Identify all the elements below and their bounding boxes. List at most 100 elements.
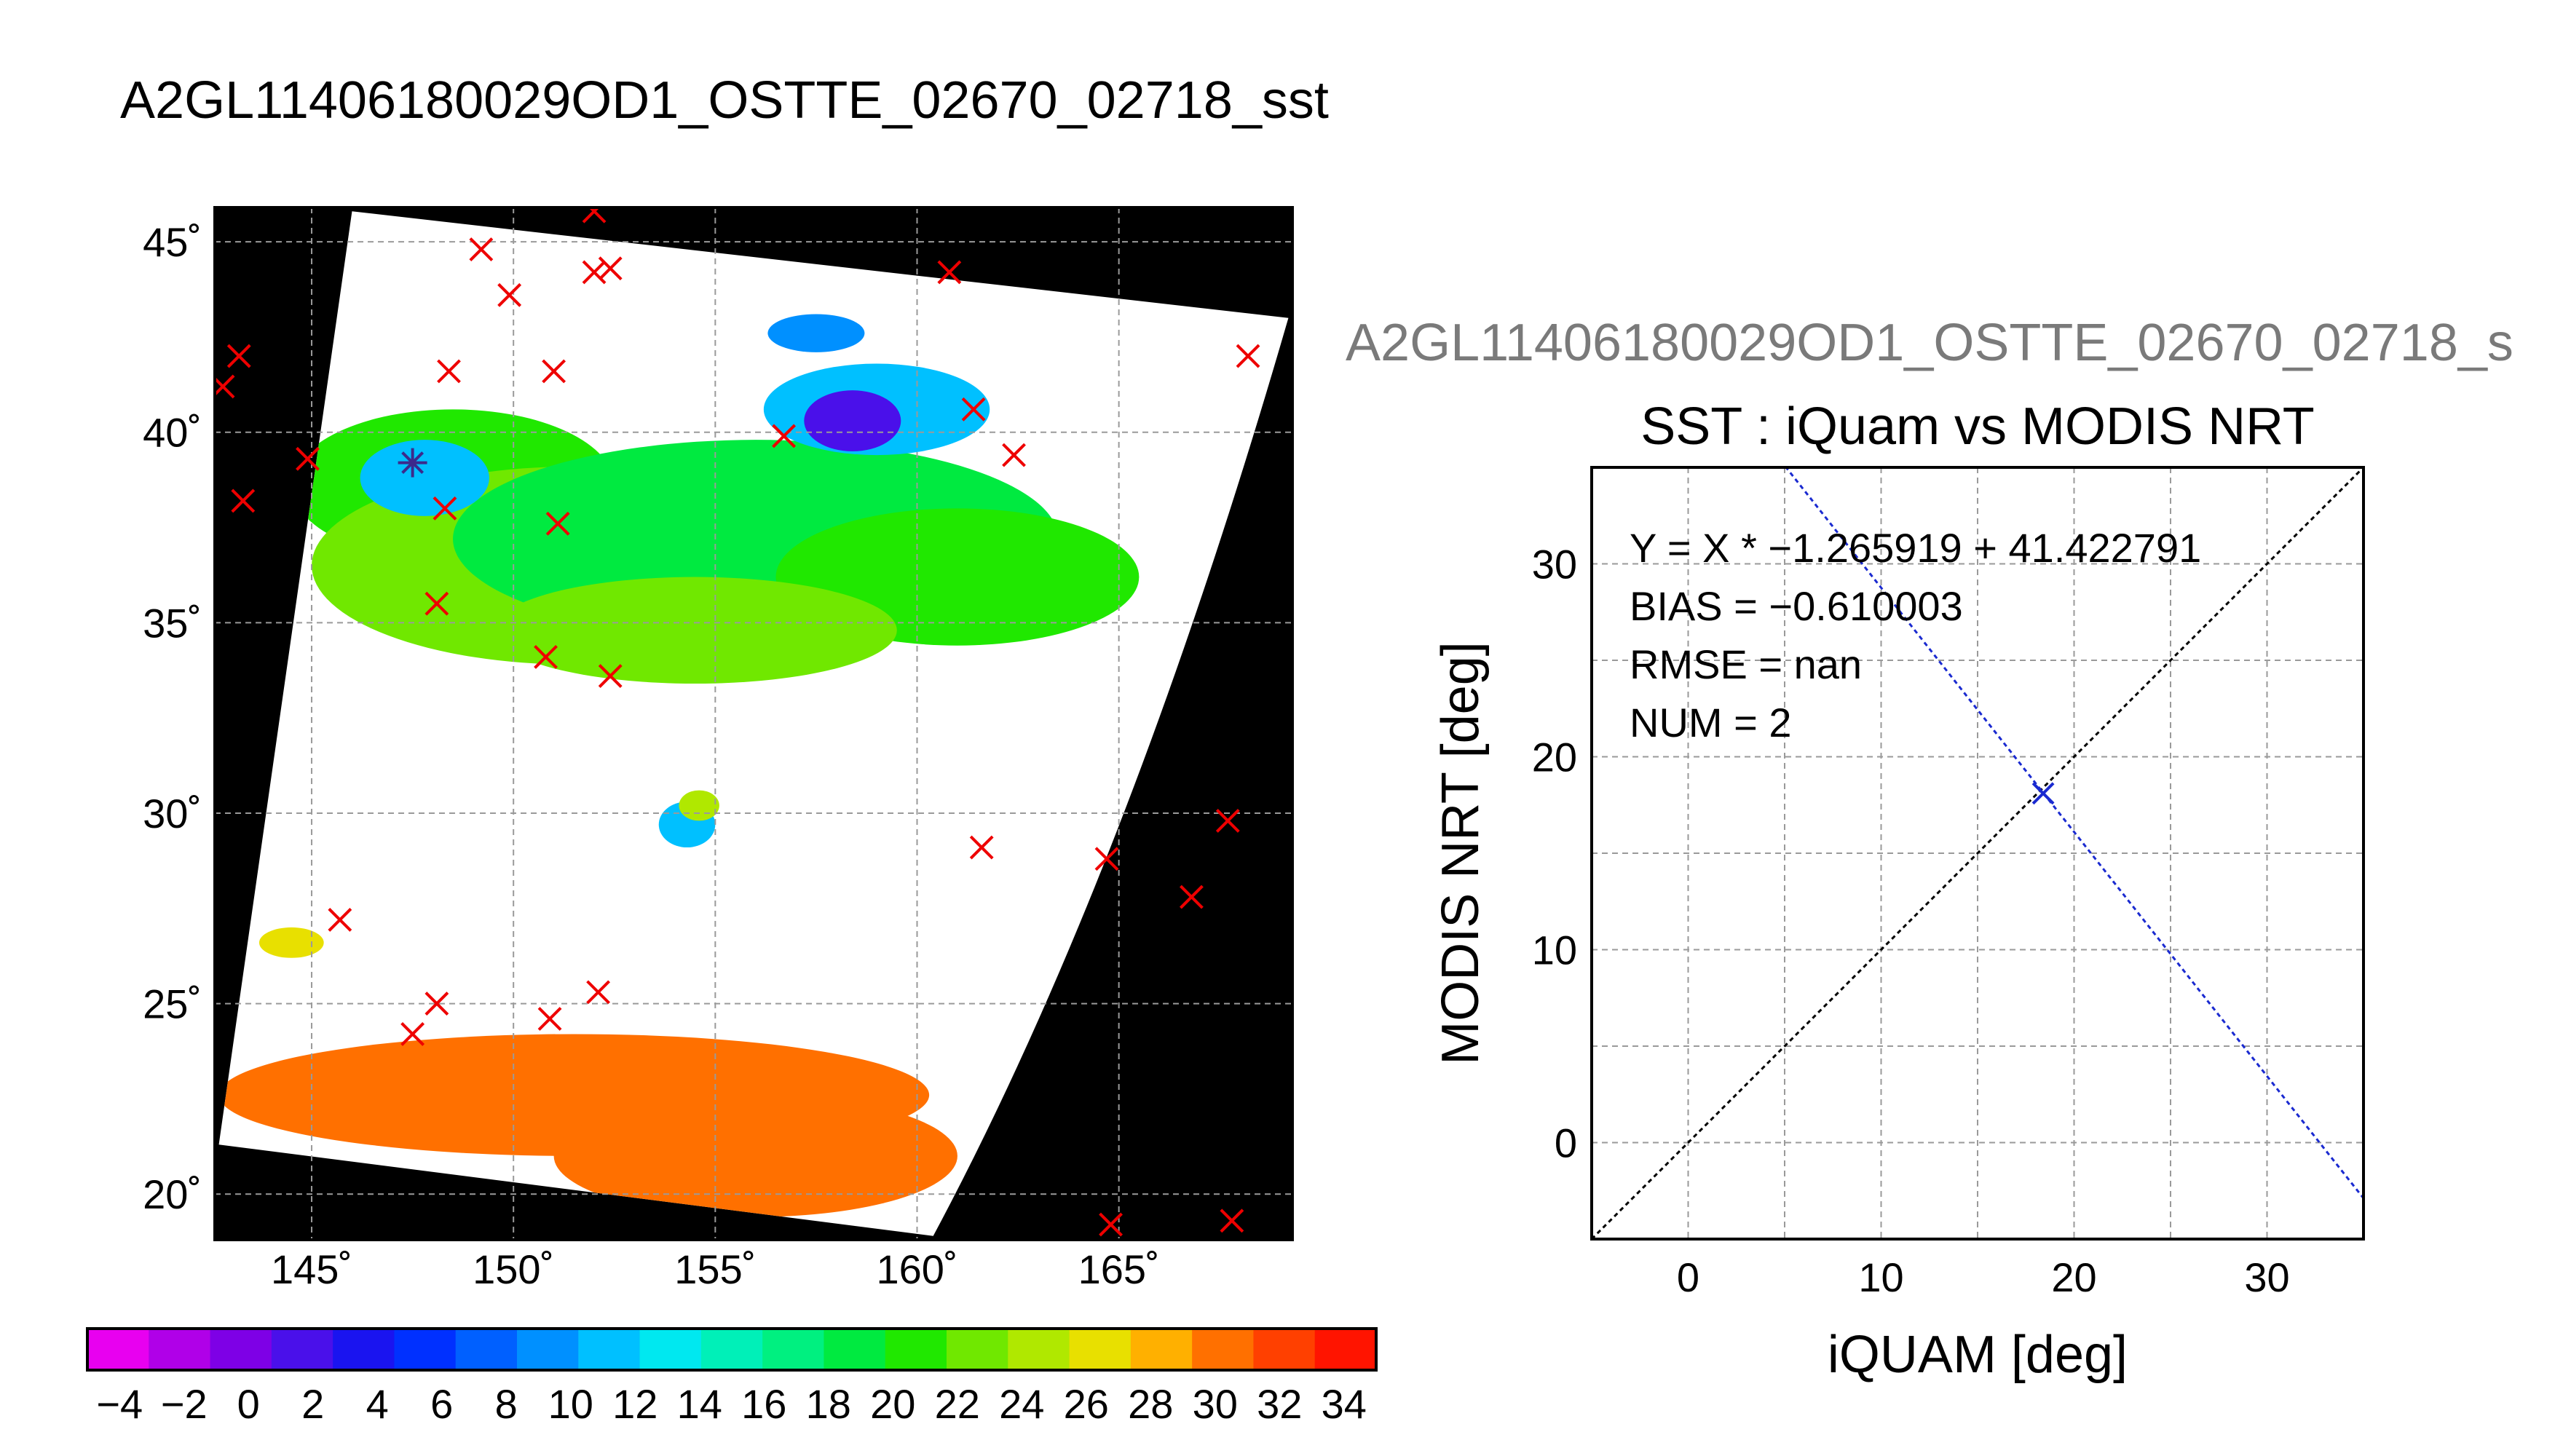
stats-num: NUM = 2 [1630,700,1792,745]
cross-stroke [545,511,570,536]
colorbar-cell [1314,1329,1377,1370]
cross-stroke [969,835,994,860]
cross-marker [582,207,607,223]
stats-rmse: RMSE = nan [1630,641,1862,687]
map-y-tick-labels: 20˚ 25˚ 30˚ 35˚ 40˚ 45˚ [143,219,202,1217]
cross-stroke [497,282,522,307]
cross-stroke [226,344,251,368]
sst-regions [218,314,1140,1217]
map-x-tick-label: 145˚ [271,1246,352,1292]
scatter-subtitle: A2GL11406180029OD1_OSTTE_02670_02718_s [1346,314,2513,372]
scatter-x-tick-label: 10 [1858,1254,1903,1300]
cross-stroke [1215,809,1240,833]
cross-stroke [537,1007,562,1031]
colorbar-tick-label: 30 [1193,1381,1238,1427]
cross-marker [542,359,566,384]
cross-stroke [400,1022,425,1046]
map-y-tick-label: 45˚ [143,219,202,265]
cross-stroke [1002,443,1026,467]
sst-region [804,390,901,451]
colorbar-tick-label: 18 [806,1381,851,1427]
cross-marker [537,1007,562,1031]
cross-marker [1094,847,1119,871]
cross-stroke [598,664,623,689]
cross-marker [1236,344,1260,368]
cross-stroke [598,256,623,281]
cross-stroke [961,397,986,422]
cross-stroke [1094,847,1119,871]
cross-marker [1215,809,1240,833]
cross-stroke [424,992,449,1016]
cross-marker [545,511,570,536]
map-x-tick-label: 150˚ [473,1246,554,1292]
cross-stroke [1236,344,1260,368]
colorbar-cell [1069,1329,1132,1370]
cross-marker [400,1022,425,1046]
scatter-x-tick-labels: 0 10 20 30 [1677,1254,2290,1300]
stats-bias: BIAS = −0.610003 [1630,583,1963,629]
cross-marker [961,397,986,422]
cross-stroke [328,908,352,932]
cross-stroke [542,359,566,384]
cross-stroke [772,424,796,448]
colorbar-cell [271,1329,333,1370]
sst-region [679,790,719,821]
colorbar-tick-label: 4 [366,1381,389,1427]
cross-marker [1220,1208,1244,1233]
cross-marker [231,488,256,513]
sst-region [493,577,897,684]
colorbar-tick-label: 16 [741,1381,786,1427]
identity-line [1592,467,2364,1239]
scatter-points [2031,782,2055,805]
cross-marker [969,835,994,860]
cross-marker [598,256,623,281]
map-y-tick-label: 40˚ [143,410,202,456]
sst-region [258,927,324,958]
map-x-tick-labels: 145˚ 150˚ 155˚ 160˚ 165˚ [271,1246,1160,1292]
colorbar-tick-label: 24 [999,1381,1044,1427]
colorbar-tick-label: 0 [237,1381,260,1427]
scatter-x-tick-label: 0 [1677,1254,1699,1300]
scatter-panel: A2GL11406180029OD1_OSTTE_02670_02718_s S… [1346,314,2513,1384]
scatter-point-stroke [2031,782,2055,805]
cross-marker [582,260,607,285]
cross-stroke [296,446,320,471]
map-x-tick-label: 160˚ [876,1246,957,1292]
cross-marker [1099,1212,1123,1237]
map-y-tick-label: 30˚ [143,791,202,836]
cross-marker [1180,885,1204,909]
scatter-y-axis-label: MODIS NRT [deg] [1431,641,1490,1065]
sst-region [360,440,489,516]
colorbar-tick-label: 2 [301,1381,324,1427]
colorbar-cell [1008,1329,1070,1370]
cross-marker [534,645,558,669]
cross-marker [424,591,449,616]
colorbar-tick-label: 28 [1128,1381,1173,1427]
colorbar-cell [947,1329,1008,1370]
colorbar-tick-labels: −4 −2 0 2 4 6 8 10 12 14 16 18 20 22 24 26 28 30 32 34 [96,1381,1367,1427]
cross-stroke [1099,1212,1123,1237]
cross-stroke [586,980,611,1005]
cross-stroke [937,260,962,285]
scatter-grid [1592,467,2364,1239]
cross-marker [937,260,962,285]
map-panel: 145˚ 150˚ 155˚ 160˚ 165˚ 20˚ 25˚ 30˚ 35˚ 40˚ 45˚ [143,206,1294,1292]
colorbar-tick-label: 14 [677,1381,722,1427]
colorbar-cell [517,1329,579,1370]
cross-marker [598,664,623,689]
map-grid [215,207,1292,1240]
cross-stroke [469,237,494,261]
colorbar-tick-label: 26 [1064,1381,1109,1427]
colorbar-cell [1192,1329,1254,1370]
cross-marker [424,992,449,1016]
cross-marker [772,424,796,448]
colorbar-tick-label: 22 [935,1381,980,1427]
colorbar-tick-label: −2 [161,1381,208,1427]
colorbar-cell [824,1329,886,1370]
star-stroke [401,451,424,474]
colorbar-cell [394,1329,457,1370]
cross-stroke [1220,1208,1244,1233]
figure-title: A2GL11406180029OD1_OSTTE_02670_02718_sst [120,71,1329,130]
cross-stroke [582,260,607,285]
colorbar-cell [455,1329,518,1370]
